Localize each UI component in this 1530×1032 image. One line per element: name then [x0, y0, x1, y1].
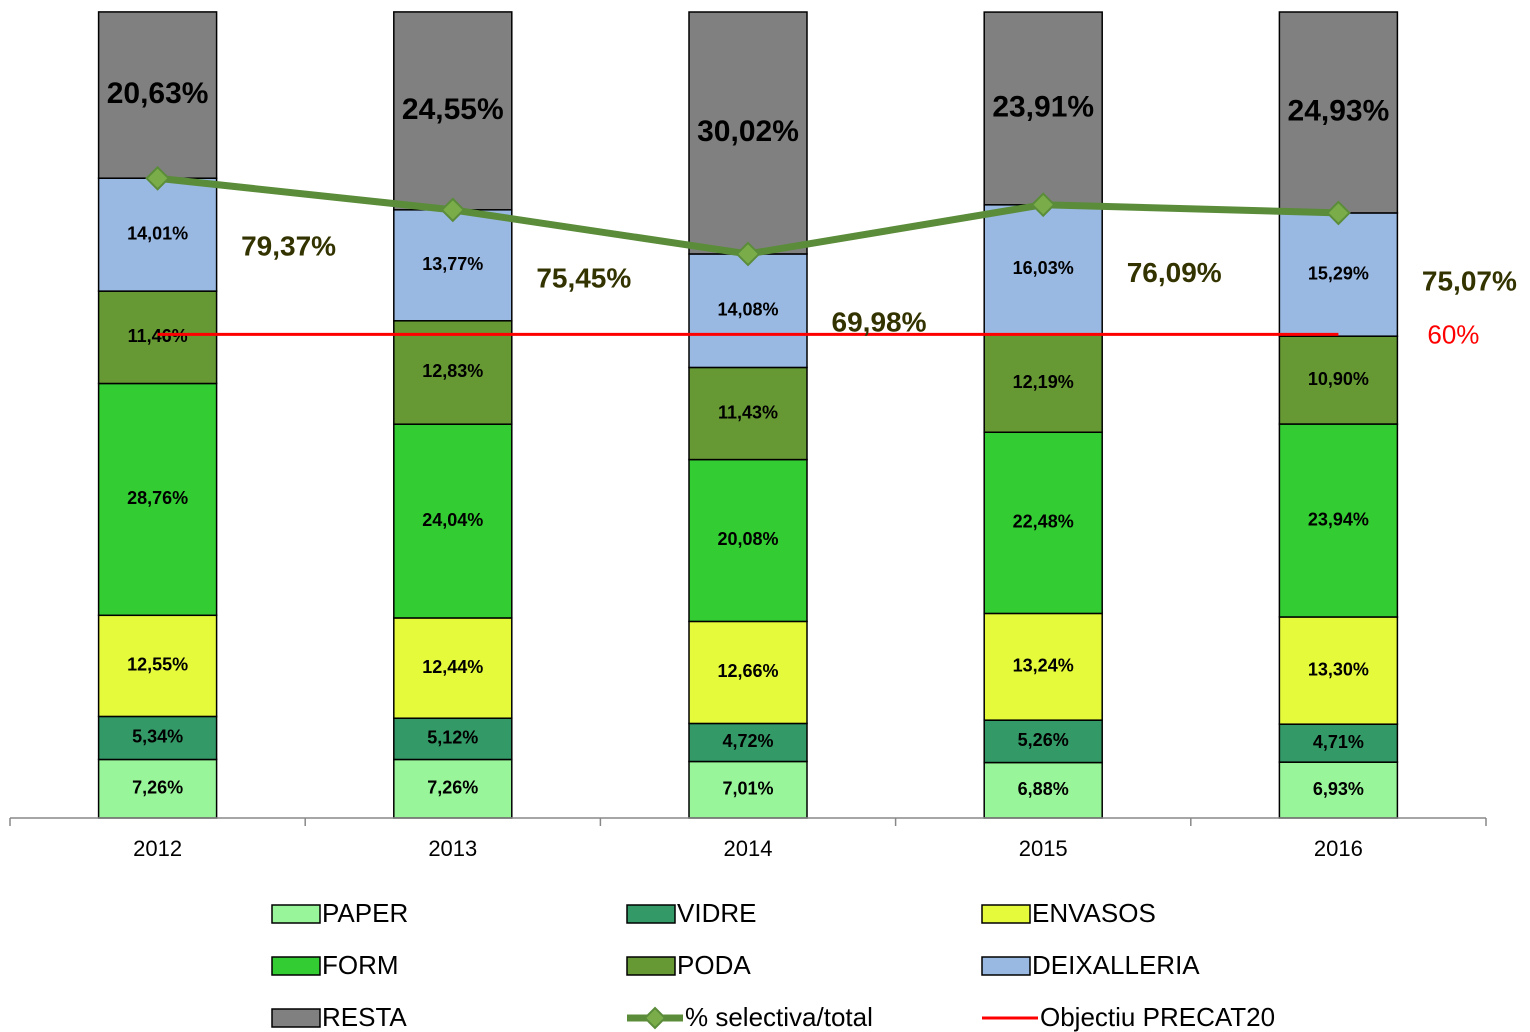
- bar-segment: [393, 11, 513, 211]
- bar-segment: [983, 204, 1103, 335]
- legend-label: RESTA: [322, 1002, 407, 1032]
- bar-segment: [97, 758, 218, 819]
- data-label: 6,93%: [1313, 779, 1364, 799]
- data-label: 11,46%: [128, 326, 188, 346]
- data-label: 12,83%: [422, 361, 483, 381]
- line-marker: [145, 165, 171, 191]
- legend-swatch: [271, 956, 321, 976]
- bar-segment: [983, 11, 1103, 206]
- legend-swatch: [981, 904, 1031, 924]
- data-label: 4,71%: [1313, 732, 1364, 752]
- data-label: 6,88%: [1018, 779, 1069, 799]
- legend-swatch: [626, 904, 676, 924]
- bar-segment: [393, 717, 513, 761]
- data-label: 28,76%: [127, 488, 188, 508]
- line-label: 75,45%: [536, 262, 631, 293]
- bar-segment: [97, 290, 218, 385]
- line-marker: [1325, 200, 1351, 226]
- data-label: 15,29%: [1308, 263, 1369, 283]
- bar-segment: [393, 758, 513, 819]
- x-tick-label: 2016: [1314, 836, 1363, 861]
- bar-segment: [393, 320, 513, 425]
- data-label: 14,01%: [127, 223, 188, 243]
- bar-segment: [1278, 723, 1399, 763]
- line-marker: [440, 197, 466, 223]
- data-label: 4,72%: [722, 731, 773, 751]
- legend-swatch: [271, 1008, 321, 1028]
- bar-segment: [97, 382, 218, 617]
- legend-marker: [643, 1006, 667, 1030]
- data-label: 22,48%: [1013, 512, 1074, 532]
- line-marker: [735, 241, 761, 267]
- data-label: 12,55%: [127, 655, 188, 675]
- line-label: 75,07%: [1422, 265, 1517, 296]
- bar-segment: [983, 431, 1103, 615]
- bar-segment: [688, 253, 808, 369]
- bar-segment: [983, 719, 1103, 764]
- x-tick-label: 2013: [428, 836, 477, 861]
- data-label: 7,26%: [427, 777, 478, 797]
- data-label: 14,08%: [717, 299, 778, 319]
- legend-label: DEIXALLERIA: [1032, 950, 1200, 980]
- bar-segment: [688, 366, 808, 461]
- bar-segment: [688, 458, 808, 623]
- x-tick-label: 2014: [724, 836, 773, 861]
- data-label: 12,19%: [1013, 372, 1074, 392]
- line-label: 69,98%: [832, 306, 927, 337]
- bar-segment: [1278, 212, 1399, 337]
- bar-segment: [97, 177, 218, 292]
- data-label: 20,63%: [107, 77, 209, 110]
- data-label: 11,43%: [718, 402, 778, 422]
- legend-label: VIDRE: [677, 898, 756, 928]
- legend-swatch: [981, 956, 1031, 976]
- x-tick-label: 2012: [133, 836, 182, 861]
- data-label: 5,12%: [427, 728, 478, 748]
- legend-label: % selectiva/total: [685, 1002, 873, 1032]
- target-label: 60%: [1427, 319, 1479, 349]
- data-label: 10,90%: [1308, 369, 1369, 389]
- legend-label: FORM: [322, 950, 399, 980]
- data-label: 7,01%: [722, 778, 773, 798]
- data-label: 13,24%: [1013, 656, 1074, 676]
- legend-label: PAPER: [322, 898, 408, 928]
- data-label: 23,94%: [1308, 509, 1369, 529]
- bar-segment: [97, 715, 218, 761]
- data-label: 13,30%: [1308, 659, 1369, 679]
- data-label: 16,03%: [1013, 258, 1074, 278]
- data-label: 23,91%: [992, 90, 1094, 123]
- data-label: 5,26%: [1018, 730, 1069, 750]
- data-label: 13,77%: [422, 254, 483, 274]
- data-label: 20,08%: [717, 529, 778, 549]
- line-marker: [1030, 192, 1056, 218]
- data-label: 7,26%: [132, 777, 183, 797]
- bar-segment: [393, 617, 513, 719]
- bar-segment: [983, 333, 1103, 433]
- line-label: 79,37%: [241, 231, 336, 262]
- legend-label: PODA: [677, 950, 751, 980]
- bar-segment: [983, 612, 1103, 721]
- bar-segment: [688, 722, 808, 763]
- bar-segment: [1278, 761, 1399, 819]
- bar-segment: [688, 620, 808, 725]
- data-label: 24,04%: [422, 510, 483, 530]
- bar-segment: [688, 11, 808, 255]
- legend-label: ENVASOS: [1032, 898, 1156, 928]
- line-label: 76,09%: [1127, 257, 1222, 288]
- data-label: 30,02%: [697, 115, 799, 148]
- legend-swatch: [626, 956, 676, 976]
- data-label: 24,55%: [402, 93, 504, 126]
- data-label: 12,66%: [717, 661, 778, 681]
- legend-swatch: [271, 904, 321, 924]
- data-label: 5,34%: [132, 727, 183, 747]
- bar-segment: [1278, 423, 1399, 618]
- bar-segment: [393, 423, 513, 619]
- legend-label: Objectiu PRECAT20: [1040, 1002, 1275, 1032]
- bar-segment: [393, 209, 513, 322]
- data-label: 12,44%: [422, 657, 483, 677]
- x-tick-label: 2015: [1019, 836, 1068, 861]
- data-label: 24,93%: [1288, 94, 1390, 127]
- bar-segment: [1278, 11, 1399, 214]
